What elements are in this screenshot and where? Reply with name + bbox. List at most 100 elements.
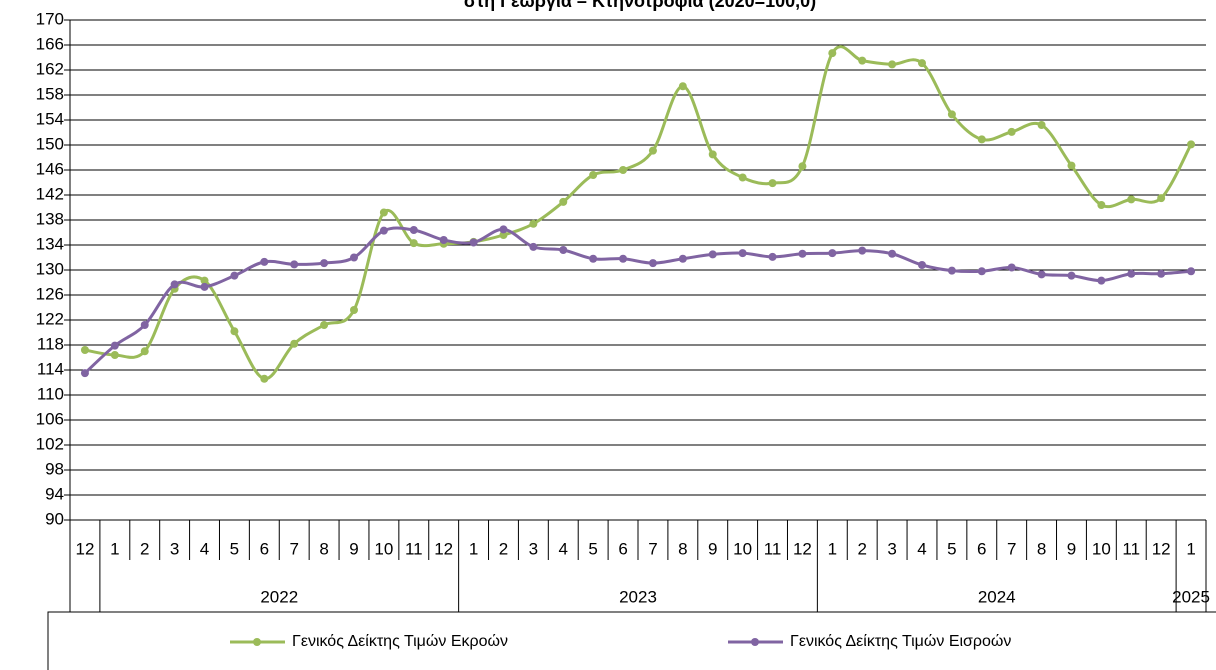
point — [80, 369, 89, 378]
point — [409, 226, 418, 234]
point — [529, 219, 538, 228]
y-tick-label: 146 — [36, 159, 64, 178]
point — [798, 249, 807, 258]
x-tick-label: 6 — [618, 539, 627, 558]
x-tick-label: 12 — [434, 539, 453, 558]
point — [1157, 269, 1166, 278]
point — [947, 266, 956, 275]
x-tick-label: 4 — [200, 539, 209, 558]
point — [738, 173, 747, 182]
point — [798, 162, 807, 171]
point — [1037, 121, 1046, 129]
y-tick-label: 166 — [36, 34, 64, 53]
x-tick-label: 1 — [828, 539, 837, 558]
point — [918, 261, 926, 269]
x-tick-label: 12 — [793, 539, 812, 558]
year-label: 2023 — [619, 587, 657, 606]
point — [648, 146, 657, 155]
y-tick-label: 106 — [36, 409, 64, 428]
y-tick-label: 110 — [37, 384, 64, 403]
point — [1127, 195, 1136, 204]
point — [140, 347, 149, 356]
x-tick-label: 11 — [764, 539, 782, 558]
point — [1097, 276, 1106, 285]
point — [559, 246, 568, 254]
point — [1127, 269, 1136, 278]
y-tick-label: 170 — [36, 9, 64, 28]
point — [350, 253, 358, 262]
point — [828, 49, 837, 58]
point — [439, 236, 448, 244]
point — [1157, 194, 1166, 203]
point — [350, 306, 358, 314]
point — [619, 254, 628, 263]
point — [768, 252, 777, 261]
point — [230, 327, 239, 336]
x-tick-label: 11 — [1122, 539, 1140, 558]
x-tick-label: 5 — [588, 539, 597, 558]
x-tick-label: 10 — [733, 539, 752, 558]
point — [499, 225, 508, 234]
y-tick-label: 154 — [36, 109, 64, 128]
x-tick-label: 1 — [1186, 539, 1195, 558]
legend-marker — [253, 638, 261, 646]
point — [619, 166, 628, 174]
point — [977, 135, 986, 144]
point — [1037, 270, 1046, 279]
x-tick-label: 5 — [230, 539, 239, 558]
point — [320, 259, 329, 268]
y-tick-label: 134 — [36, 234, 64, 253]
y-tick-label: 94 — [45, 484, 64, 503]
x-tick-label: 7 — [648, 539, 657, 558]
x-tick-label: 1 — [110, 539, 119, 558]
year-label: 2022 — [260, 587, 298, 606]
y-tick-label: 162 — [36, 59, 64, 78]
series-line — [84, 45, 1193, 381]
point — [290, 339, 299, 348]
point — [1187, 140, 1196, 149]
x-tick-label: 7 — [1007, 539, 1016, 558]
point — [648, 259, 657, 268]
legend-label: Γενικός Δείκτης Τιμών Εισροών — [790, 633, 1011, 650]
x-tick-label: 8 — [678, 539, 687, 558]
x-tick-label: 1 — [469, 539, 478, 558]
point — [409, 239, 418, 248]
series-line — [83, 226, 1192, 375]
x-tick-label: 9 — [1067, 539, 1076, 558]
x-tick-label: 4 — [917, 539, 926, 558]
x-tick-label: 8 — [319, 539, 328, 558]
point — [1097, 201, 1106, 209]
y-tick-label: 130 — [36, 259, 64, 278]
y-tick-label: 158 — [36, 84, 64, 103]
point — [858, 56, 867, 65]
year-label: 2025 — [1172, 587, 1210, 606]
point — [559, 197, 568, 206]
point — [80, 346, 89, 354]
point — [888, 60, 897, 69]
x-tick-label: 10 — [374, 539, 393, 558]
point — [678, 254, 687, 263]
x-tick-label: 3 — [170, 539, 179, 558]
point — [947, 110, 956, 119]
point — [1007, 127, 1016, 136]
x-tick-label: 9 — [708, 539, 717, 558]
point — [110, 341, 119, 350]
y-tick-label: 114 — [37, 359, 64, 378]
x-tick-label: 4 — [559, 539, 568, 558]
point — [260, 257, 269, 266]
point — [589, 171, 598, 179]
point — [320, 321, 329, 329]
point — [768, 179, 777, 188]
point — [977, 267, 986, 276]
y-tick-label: 90 — [45, 509, 64, 528]
point — [200, 276, 209, 285]
point — [1067, 271, 1076, 280]
x-tick-label: 11 — [405, 539, 423, 558]
x-tick-label: 5 — [947, 539, 956, 558]
point — [738, 249, 747, 258]
x-tick-label: 9 — [349, 539, 358, 558]
legend-box — [47, 611, 1216, 670]
x-tick-label: 2 — [499, 539, 508, 558]
point — [170, 280, 179, 289]
